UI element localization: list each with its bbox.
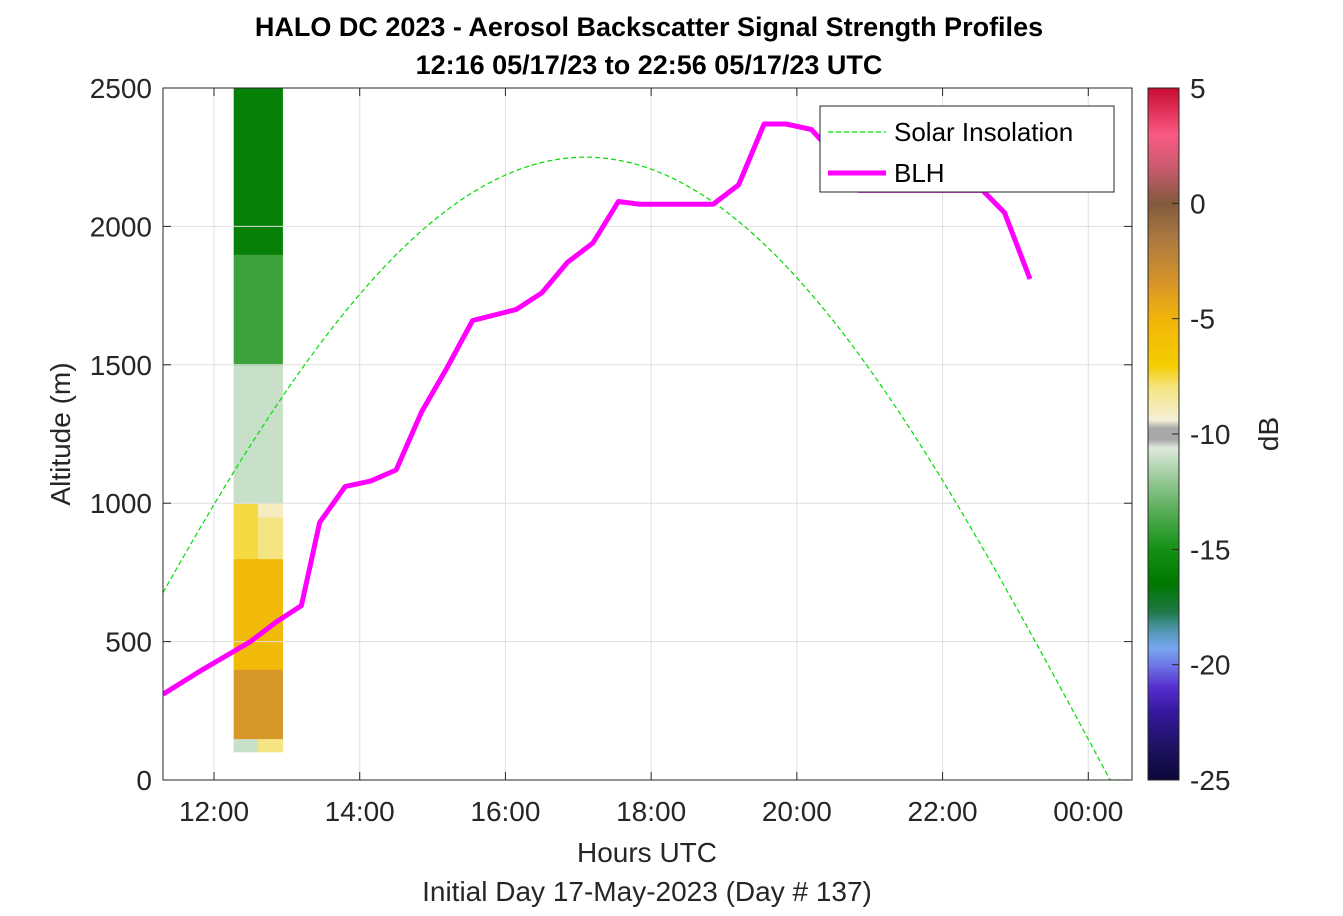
x-axis-label: Hours UTC — [577, 837, 717, 868]
y-tick-label: 2500 — [90, 73, 152, 104]
colorbar-label: dB — [1253, 417, 1284, 451]
x-tick-label: 18:00 — [616, 796, 686, 827]
colorbar: 5 0 -5 -10 -15 -20 -25 — [1147, 73, 1230, 796]
y-tick-label: 0 — [136, 765, 152, 796]
heatmap-cell — [233, 669, 259, 740]
colorbar-tick-label: -15 — [1190, 534, 1230, 565]
x-tick-label: 16:00 — [470, 796, 540, 827]
heatmap-cell — [233, 738, 259, 753]
heatmap-cell — [233, 254, 259, 366]
heatmap-cell — [258, 88, 283, 255]
chart-subtitle: 12:16 05/17/23 to 22:56 05/17/23 UTC — [416, 50, 883, 80]
grid-lines — [163, 88, 1132, 780]
legend: Solar Insolation BLH — [819, 105, 1115, 193]
heatmap-cell — [258, 738, 283, 753]
x-axis: 12:00 14:00 16:00 18:00 20:00 22:00 00:00 — [179, 88, 1123, 827]
heatmap-cell — [258, 254, 283, 366]
x-tick-label: 00:00 — [1053, 796, 1123, 827]
x-tick-label: 20:00 — [762, 796, 832, 827]
heatmap-cell — [258, 503, 283, 518]
x-tick-label: 22:00 — [908, 796, 978, 827]
heatmap-cells — [233, 88, 283, 753]
chart-title: HALO DC 2023 - Aerosol Backscatter Signa… — [255, 12, 1043, 42]
colorbar-tick-label: 0 — [1190, 188, 1206, 219]
heatmap-cell — [233, 88, 259, 255]
heatmap-cell — [258, 669, 283, 740]
colorbar-tick-label: -5 — [1190, 304, 1215, 335]
legend-box — [819, 105, 1115, 193]
y-tick-label: 2000 — [90, 211, 152, 242]
y-tick-label: 1500 — [90, 350, 152, 381]
plot-frame — [162, 87, 1133, 781]
colorbar-tick-label: -25 — [1190, 765, 1230, 796]
x-tick-label: 12:00 — [179, 796, 249, 827]
legend-label-solar-insolation: Solar Insolation — [894, 117, 1073, 147]
heatmap-cell — [258, 558, 283, 670]
heatmap-cell — [258, 517, 283, 560]
y-tick-label: 1000 — [90, 488, 152, 519]
y-tick-label: 500 — [105, 627, 152, 658]
x-tick-label: 14:00 — [325, 796, 395, 827]
colorbar-tick-label: -20 — [1190, 650, 1230, 681]
heatmap-cell — [233, 558, 259, 670]
heatmap-cell — [233, 503, 259, 560]
series-lines — [163, 121, 1132, 780]
colorbar-tick-label: 5 — [1190, 73, 1206, 104]
y-axis: 0 500 1000 1500 2000 2500 — [90, 73, 1132, 796]
series-line-solar-insolation — [163, 156, 1132, 780]
heatmap-cell — [258, 364, 283, 504]
colorbar-tick-label: -10 — [1190, 419, 1230, 450]
y-axis-label: Altitude (m) — [45, 362, 76, 505]
legend-label-blh: BLH — [894, 158, 945, 188]
x-axis-label-secondary: Initial Day 17-May-2023 (Day # 137) — [422, 876, 872, 907]
heatmap-cell — [233, 364, 259, 504]
series-line-blh — [163, 121, 1033, 697]
